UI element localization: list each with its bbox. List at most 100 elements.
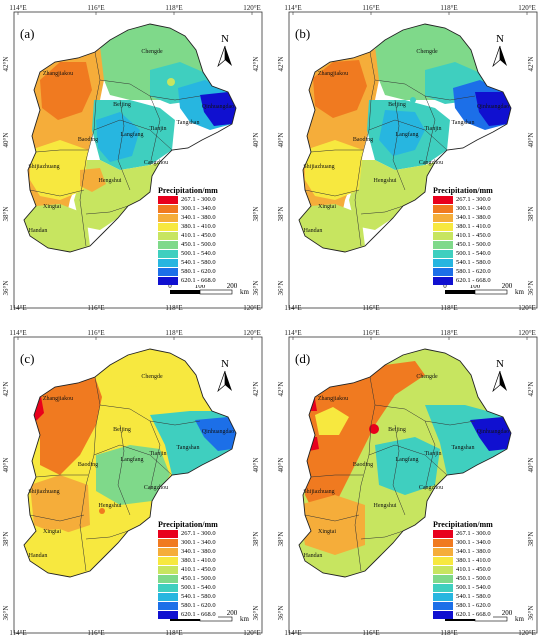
precip-spot <box>410 97 416 103</box>
legend-item: 340.1 - 380.0 <box>433 213 493 222</box>
lon-tick-label: 114°E <box>284 329 301 337</box>
legend-label: 450.1 - 500.0 <box>456 575 491 582</box>
precip-zone <box>375 437 440 495</box>
lon-tick-label: 116°E <box>362 4 379 12</box>
legend-label: 450.1 - 500.0 <box>456 241 491 248</box>
map-canvas: 114°E 114°E 116°E 116°E 118°E 118°E 120°E 120°E… <box>2 4 263 312</box>
legend-item: 580.1 - 620.0 <box>158 601 218 610</box>
map-panel-a: 114°E 114°E 116°E 116°E 118°E 118°E 120°E 120°E… <box>0 0 265 312</box>
legend-item: 267.1 - 300.0 <box>433 529 493 538</box>
lon-tick-label: 114°E <box>9 4 26 12</box>
lon-tick-label: 118°E <box>440 329 457 337</box>
precip-zone <box>30 475 90 535</box>
scale-label: 0 <box>443 282 447 290</box>
lon-tick-label: 116°E <box>87 304 104 312</box>
precip-zone <box>305 361 425 515</box>
legend-swatch <box>158 601 178 610</box>
county-boundary <box>29 514 85 522</box>
precip-zone <box>24 204 90 252</box>
county-boundary <box>117 99 131 191</box>
legend-label: 300.1 - 340.0 <box>181 205 216 212</box>
precip-zone <box>200 92 236 126</box>
lat-tick-label: 36°N <box>527 281 535 296</box>
svg-text:N: N <box>496 33 504 45</box>
legend-item: 300.1 - 340.0 <box>433 538 493 547</box>
lat-tick-label: 40°N <box>252 458 260 473</box>
legend-item: 540.1 - 580.0 <box>158 258 218 267</box>
legend-item: 450.1 - 500.0 <box>433 240 493 249</box>
county-boundary <box>424 95 436 166</box>
north-arrow-icon: N <box>492 33 507 68</box>
lat-tick-label: 42°N <box>527 382 535 397</box>
precip-zone <box>110 349 180 387</box>
lat-tick-label: 36°N <box>277 281 285 296</box>
county-boundary <box>304 514 360 522</box>
legend-label: 410.1 - 450.0 <box>181 232 216 239</box>
scale-label: 100 <box>195 282 206 290</box>
city-label: Chengde <box>141 374 163 380</box>
legend: Precipitation/mm 267.1 - 300.0 300.1 - 340… <box>158 186 218 285</box>
county-boundary <box>85 530 129 540</box>
lon-tick-label: 118°E <box>165 629 182 637</box>
legend-item: 380.1 - 410.0 <box>158 556 218 565</box>
legend-swatch <box>158 240 178 249</box>
city-label: Qinhuangdao <box>477 104 509 110</box>
north-arrow-icon: N <box>492 358 507 393</box>
precip-zone <box>313 60 367 118</box>
precip-zone <box>96 445 170 505</box>
panel-label: (a) <box>20 26 34 41</box>
lon-tick-label: 120°E <box>518 329 536 337</box>
lon-tick-label: 120°E <box>518 629 536 637</box>
legend-swatch <box>158 574 178 583</box>
legend: Precipitation/mm 267.1 - 300.0 300.1 - 340… <box>433 520 493 619</box>
lat-tick-label: 38°N <box>252 532 260 547</box>
legend-item: 540.1 - 580.0 <box>433 258 493 267</box>
legend: Precipitation/mm 267.1 - 300.0 300.1 - 340… <box>158 520 218 619</box>
map-panel-d: 114°E 114°E 116°E 116°E 118°E 118°E 120°E 120°E… <box>275 325 540 637</box>
precip-spot <box>99 508 105 514</box>
legend-label: 380.1 - 410.0 <box>456 223 491 230</box>
city-label: Xingtai <box>318 204 336 210</box>
lat-tick-label: 38°N <box>252 207 260 222</box>
svg-text:N: N <box>221 358 229 370</box>
city-label: Zhangjiakou <box>43 396 73 402</box>
lon-tick-label: 120°E <box>518 304 536 312</box>
city-label: Hengshui <box>99 178 122 184</box>
county-boundary <box>360 530 404 540</box>
legend-swatch <box>158 258 178 267</box>
lat-tick-label: 36°N <box>277 606 285 621</box>
lon-tick-label: 118°E <box>440 629 457 637</box>
north-arrow-icon: N <box>217 33 232 68</box>
precip-zone <box>80 168 106 192</box>
city-label: Tangshan <box>452 445 475 451</box>
city-label: Tianjin <box>149 126 166 132</box>
city-label: Tianjin <box>424 126 441 132</box>
legend-swatch <box>433 204 453 213</box>
county-boundary <box>149 95 161 166</box>
city-label: Beijing <box>388 427 406 433</box>
legend-swatch <box>433 610 453 619</box>
city-label: Qinhuangdao <box>202 104 234 110</box>
lon-tick-label: 114°E <box>9 329 26 337</box>
legend-label: 340.1 - 380.0 <box>456 214 491 221</box>
legend-item: 267.1 - 300.0 <box>433 195 493 204</box>
precip-spot <box>369 424 379 434</box>
city-label: Langfang <box>396 131 419 138</box>
county-boundary <box>392 99 406 191</box>
legend-item: 380.1 - 410.0 <box>433 222 493 231</box>
legend-item: 620.1 - 668.0 <box>158 610 218 619</box>
legend-item: 580.1 - 620.0 <box>433 601 493 610</box>
city-label: Shijiazhuang <box>28 164 59 170</box>
legend-item: 410.1 - 450.0 <box>158 565 218 574</box>
legend-swatch <box>158 583 178 592</box>
precip-zone <box>24 529 90 577</box>
precip-zone <box>470 417 511 451</box>
precip-zone <box>349 160 435 230</box>
legend-item: 267.1 - 300.0 <box>158 195 218 204</box>
legend-item: 300.1 - 340.0 <box>433 204 493 213</box>
legend-swatch <box>433 601 453 610</box>
county-boundary <box>35 474 88 478</box>
county-boundary <box>392 424 406 516</box>
